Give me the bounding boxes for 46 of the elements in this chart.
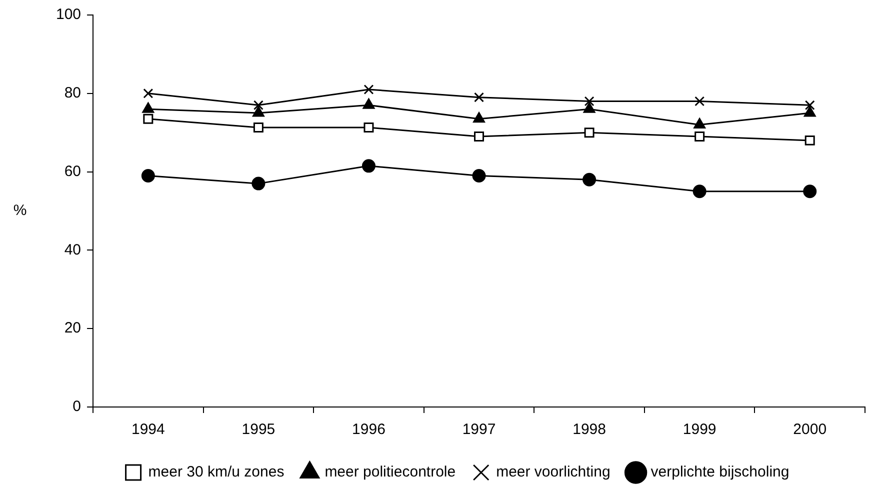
legend-label: verplichte bijscholing [650,464,790,481]
point [253,122,264,132]
point [253,100,264,110]
legend-label: meer 30 km/u zones [148,464,284,481]
point [362,98,375,109]
x-tick-label: 1995 [242,421,276,438]
point [694,96,705,106]
point [804,106,816,117]
x-tick-label: 1997 [462,421,496,438]
x-tick-label: 1998 [572,421,606,438]
point [694,118,706,129]
y-tick-label: 0 [72,398,82,416]
x-tick-label: 1996 [352,421,386,438]
point [694,132,705,142]
point [582,172,596,186]
point [584,96,594,106]
y-axis-title: % [13,202,27,220]
point [141,168,155,182]
point [474,92,484,102]
y-tick-label: 20 [64,320,82,337]
legend-label: meer voorlichting [496,464,610,481]
point [472,168,486,182]
point [583,102,596,113]
point [252,176,266,190]
point [474,132,484,142]
y-tick-label: 60 [64,162,82,180]
point [803,184,817,198]
x-tick-label: 1999 [682,421,716,438]
legend-label: meer politiecontrole [324,464,456,481]
point [692,184,706,198]
point [804,100,815,110]
point [364,122,374,132]
point [252,106,264,117]
y-tick-label: 100 [56,6,82,24]
point [584,128,594,138]
y-tick-label: 40 [64,241,82,258]
point [364,84,374,94]
point [362,159,376,173]
x-tick-label: 1994 [131,421,165,438]
point [143,88,154,98]
point [143,114,154,124]
point [142,102,154,113]
point [804,135,815,146]
y-tick-label: 80 [64,84,82,102]
x-tick-label: 2000 [793,421,827,438]
point [473,112,485,123]
